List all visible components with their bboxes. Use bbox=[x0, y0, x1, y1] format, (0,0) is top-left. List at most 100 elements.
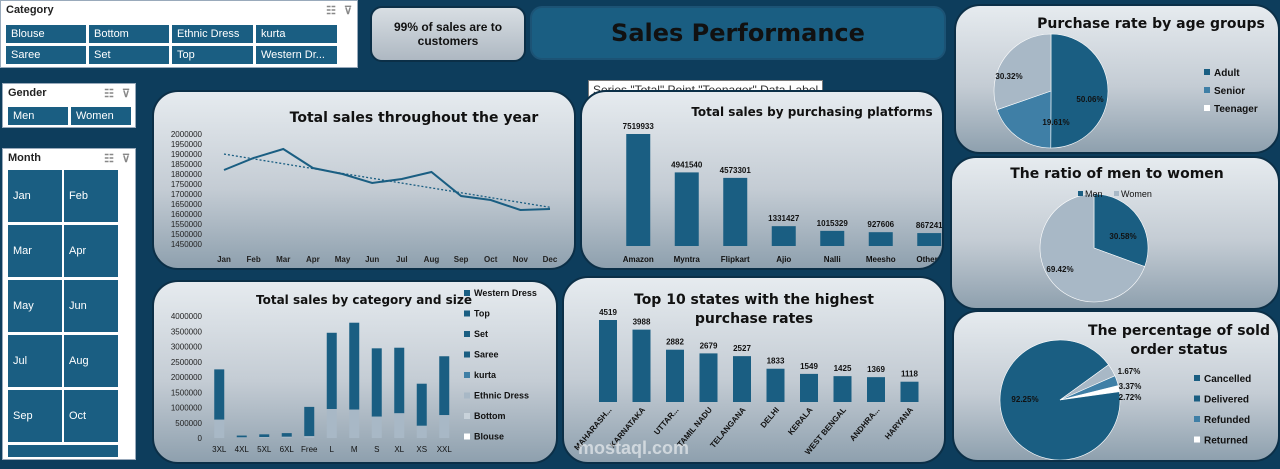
stack-bar-dark bbox=[394, 347, 405, 414]
states-chart-card[interactable]: Top 10 states with the highest purchase … bbox=[562, 276, 946, 464]
month-chip-oct[interactable]: Oct bbox=[63, 389, 119, 443]
month-chip-may[interactable]: May bbox=[7, 279, 63, 333]
month-chip-more[interactable] bbox=[7, 444, 119, 458]
pie-slice bbox=[1039, 193, 1146, 303]
category-slicer: Category ☷ ⊽ Blouse Bottom Ethnic Dress ku… bbox=[0, 0, 358, 68]
clear-filter-icon[interactable]: ⊽ bbox=[121, 152, 130, 165]
category-chip-kurta[interactable]: kurta bbox=[255, 24, 338, 44]
category-chip-blouse[interactable]: Blouse bbox=[5, 24, 87, 44]
month-chip-jan[interactable]: Jan bbox=[7, 169, 63, 223]
platform-bar bbox=[917, 233, 942, 246]
gender-pie-card[interactable]: The ratio of men to women 30.58% 69.42% Me… bbox=[950, 156, 1280, 310]
legend-swatch bbox=[1204, 87, 1210, 93]
stack-bar-light bbox=[394, 413, 405, 438]
stack-bar-dark bbox=[371, 348, 382, 417]
x-tick-label: 3XL bbox=[212, 445, 227, 454]
category-size-chart-card[interactable]: Total sales by category and size 4000000… bbox=[152, 280, 558, 464]
x-tick-label: Flipkart bbox=[721, 255, 750, 264]
stack-bar-light bbox=[214, 419, 225, 438]
x-tick-label: 5XL bbox=[257, 445, 272, 454]
legend-label: Senior bbox=[1214, 86, 1245, 97]
x-tick-label: Aug bbox=[424, 255, 440, 264]
bar-data-label: 1331427 bbox=[768, 214, 800, 223]
y-tick-label: 1750000 bbox=[171, 180, 203, 189]
y-tick-label: 1800000 bbox=[171, 170, 203, 179]
x-tick-label: DELHI bbox=[759, 406, 781, 430]
platform-chart-card[interactable]: Total sales by purchasing platforms 7519… bbox=[580, 90, 944, 270]
legend-swatch bbox=[464, 413, 470, 419]
x-tick-label: Apr bbox=[306, 255, 320, 264]
order-status-pie-chart: 1.67% 92.25% 3.37% 2.72% Cancelled Delivered R… bbox=[999, 339, 1251, 460]
state-bar bbox=[900, 381, 919, 402]
multi-select-icon[interactable]: ☷ bbox=[104, 152, 114, 165]
x-tick-label: Amazon bbox=[623, 255, 654, 264]
x-tick-label: M bbox=[351, 445, 358, 454]
stack-bar-dark bbox=[416, 383, 427, 426]
category-slicer-title: Category bbox=[6, 4, 54, 16]
legend-label: Set bbox=[474, 329, 488, 339]
month-chip-mar[interactable]: Mar bbox=[7, 224, 63, 278]
stack-bar-light bbox=[439, 415, 450, 438]
category-chip-ethnic-dress[interactable]: Ethnic Dress bbox=[171, 24, 254, 44]
category-chip-western-dress[interactable]: Western Dr... bbox=[255, 45, 338, 65]
legend-label: Ethnic Dress bbox=[474, 391, 529, 401]
month-chip-apr[interactable]: Apr bbox=[63, 224, 119, 278]
x-tick-label: Oct bbox=[484, 255, 498, 264]
bar-data-label: 927606 bbox=[867, 220, 894, 229]
states-chart-title: Top 10 states with the highest purchase … bbox=[634, 292, 874, 327]
platform-bar bbox=[820, 230, 845, 246]
pie-slice bbox=[1059, 375, 1119, 401]
month-chip-feb[interactable]: Feb bbox=[63, 169, 119, 223]
y-tick-label: 4000000 bbox=[171, 312, 203, 321]
category-chip-top[interactable]: Top bbox=[171, 45, 254, 65]
bar-data-label: 7519933 bbox=[623, 122, 655, 131]
state-bar bbox=[632, 329, 651, 402]
gender-pie-title: The ratio of men to women bbox=[1010, 166, 1224, 182]
month-chip-jul[interactable]: Jul bbox=[7, 334, 63, 388]
stack-bar-light bbox=[259, 437, 270, 438]
category-chip-saree[interactable]: Saree bbox=[5, 45, 87, 65]
bar-data-label: 4519 bbox=[599, 308, 617, 317]
legend-swatch bbox=[1194, 436, 1200, 443]
month-chip-aug[interactable]: Aug bbox=[63, 334, 119, 388]
month-chip-sep[interactable]: Sep bbox=[7, 389, 63, 443]
clear-filter-icon[interactable]: ⊽ bbox=[121, 87, 130, 100]
bar-data-label: 2882 bbox=[666, 338, 684, 347]
y-tick-label: 2000000 bbox=[171, 373, 203, 382]
x-tick-label: UTTAR... bbox=[652, 406, 680, 437]
pie-slice bbox=[993, 33, 1052, 111]
age-pie-card[interactable]: Purchase rate by age groups 50.06% 19.61%… bbox=[954, 4, 1280, 154]
legend-label: Delivered bbox=[1204, 395, 1249, 406]
clear-filter-icon[interactable]: ⊽ bbox=[343, 4, 352, 17]
category-size-stacked-chart: 4000000 3500000 3000000 2500000 2000000 15000… bbox=[171, 288, 537, 454]
multi-select-icon[interactable]: ☷ bbox=[104, 87, 114, 100]
x-tick-label: 4XL bbox=[235, 445, 250, 454]
trend-line bbox=[223, 153, 551, 208]
stack-bar-dark bbox=[349, 322, 360, 410]
x-tick-label: Ajio bbox=[776, 255, 791, 264]
legend-label: Bottom bbox=[474, 411, 506, 421]
order-status-pie-card[interactable]: The percentage of sold order status 1.67… bbox=[952, 310, 1280, 462]
stack-bar-dark bbox=[281, 433, 292, 437]
legend-label: Western Dress bbox=[474, 288, 537, 298]
stack-bar-light bbox=[371, 416, 382, 438]
y-tick-label: 500000 bbox=[175, 419, 202, 428]
x-tick-label: Meesho bbox=[866, 255, 896, 264]
x-tick-label: Jun bbox=[365, 255, 379, 264]
bar-data-label: 2527 bbox=[733, 344, 751, 353]
multi-select-icon[interactable]: ☷ bbox=[326, 4, 336, 17]
month-chip-jun[interactable]: Jun bbox=[63, 279, 119, 333]
x-tick-label: Others bbox=[916, 255, 942, 264]
bar-data-label: 1118 bbox=[901, 370, 918, 379]
y-tick-label: 1550000 bbox=[171, 220, 203, 229]
line-chart-card[interactable]: Total sales throughout the year 2000000 1… bbox=[152, 90, 576, 270]
x-tick-label: Feb bbox=[247, 255, 261, 264]
category-chip-bottom[interactable]: Bottom bbox=[88, 24, 170, 44]
y-tick-label: 3500000 bbox=[171, 327, 203, 336]
gender-chip-women[interactable]: Women bbox=[70, 106, 132, 126]
gender-chip-men[interactable]: Men bbox=[7, 106, 69, 126]
category-chip-set[interactable]: Set bbox=[88, 45, 170, 65]
stack-bar-dark bbox=[236, 435, 247, 438]
stack-bar-dark bbox=[439, 356, 450, 416]
state-bar bbox=[867, 377, 885, 402]
